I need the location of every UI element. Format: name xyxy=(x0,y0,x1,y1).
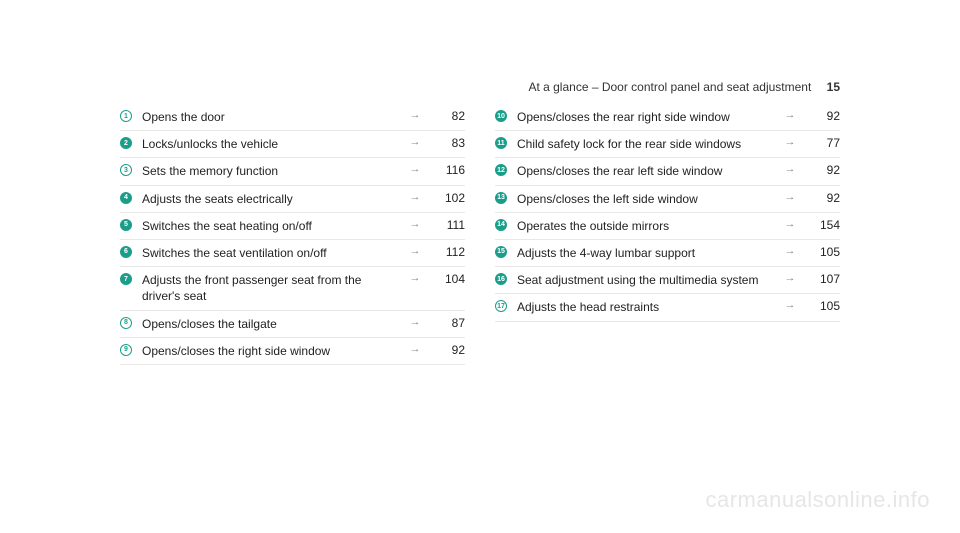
table-row: 12 Opens/closes the rear left side window… xyxy=(495,158,840,185)
item-description: Adjusts the head restraints xyxy=(517,299,780,315)
page-reference: 82 xyxy=(425,109,465,123)
arrow-icon: → xyxy=(405,218,425,230)
item-description: Opens/closes the right side window xyxy=(142,343,405,359)
item-description: Sets the memory function xyxy=(142,163,405,179)
arrow-icon: → xyxy=(405,343,425,355)
page-reference: 92 xyxy=(800,191,840,205)
item-description: Child safety lock for the rear side wind… xyxy=(517,136,780,152)
page-reference: 107 xyxy=(800,272,840,286)
page-reference: 104 xyxy=(425,272,465,286)
number-badge: 11 xyxy=(495,137,507,149)
page-header: At a glance – Door control panel and sea… xyxy=(528,80,840,94)
arrow-icon: → xyxy=(780,109,800,121)
table-row: 14 Operates the outside mirrors→154 xyxy=(495,213,840,240)
number-badge: 12 xyxy=(495,164,507,176)
item-description: Opens/closes the rear right side window xyxy=(517,109,780,125)
item-description: Opens/closes the rear left side window xyxy=(517,163,780,179)
item-description: Opens the door xyxy=(142,109,405,125)
number-badge: 14 xyxy=(495,219,507,231)
item-description: Locks/unlocks the vehicle xyxy=(142,136,405,152)
arrow-icon: → xyxy=(780,136,800,148)
arrow-icon: → xyxy=(405,109,425,121)
arrow-icon: → xyxy=(780,191,800,203)
table-row: 2 Locks/unlocks the vehicle→83 xyxy=(120,131,465,158)
number-badge: 8 xyxy=(120,317,132,329)
arrow-icon: → xyxy=(780,299,800,311)
item-description: Switches the seat heating on/off xyxy=(142,218,405,234)
table-row: 13 Opens/closes the left side window→92 xyxy=(495,186,840,213)
item-description: Opens/closes the left side window xyxy=(517,191,780,207)
arrow-icon: → xyxy=(405,272,425,284)
table-row: 10 Opens/closes the rear right side windo… xyxy=(495,104,840,131)
table-row: 17 Adjusts the head restraints→105 xyxy=(495,294,840,321)
page-reference: 92 xyxy=(425,343,465,357)
item-description: Opens/closes the tailgate xyxy=(142,316,405,332)
page-reference: 102 xyxy=(425,191,465,205)
table-row: 16 Seat adjustment using the multimedia s… xyxy=(495,267,840,294)
item-description: Adjusts the front passenger seat from th… xyxy=(142,272,405,304)
number-badge: 1 xyxy=(120,110,132,122)
number-badge: 9 xyxy=(120,344,132,356)
page-reference: 77 xyxy=(800,136,840,150)
left-column: 1Opens the door→822Locks/unlocks the veh… xyxy=(120,104,465,365)
number-badge: 16 xyxy=(495,273,507,285)
arrow-icon: → xyxy=(780,163,800,175)
arrow-icon: → xyxy=(780,218,800,230)
item-description: Seat adjustment using the multimedia sys… xyxy=(517,272,780,288)
right-column: 10 Opens/closes the rear right side windo… xyxy=(495,104,840,365)
header-title: At a glance – Door control panel and sea… xyxy=(528,80,811,94)
page-reference: 92 xyxy=(800,109,840,123)
header-page-number: 15 xyxy=(827,80,840,94)
table-row: 3 Sets the memory function→116 xyxy=(120,158,465,185)
arrow-icon: → xyxy=(405,245,425,257)
page-reference: 105 xyxy=(800,245,840,259)
table-row: 7 Adjusts the front passenger seat from t… xyxy=(120,267,465,310)
page-reference: 111 xyxy=(425,218,465,232)
number-badge: 15 xyxy=(495,246,507,258)
arrow-icon: → xyxy=(405,163,425,175)
table-row: 1 Opens the door→82 xyxy=(120,104,465,131)
table-row: 11 Child safety lock for the rear side wi… xyxy=(495,131,840,158)
number-badge: 13 xyxy=(495,192,507,204)
page-reference: 112 xyxy=(425,245,465,259)
number-badge: 3 xyxy=(120,164,132,176)
page-reference: 92 xyxy=(800,163,840,177)
arrow-icon: → xyxy=(780,272,800,284)
table-row: 6 Switches the seat ventilation on/off→11… xyxy=(120,240,465,267)
page-reference: 105 xyxy=(800,299,840,313)
table-row: 4 Adjusts the seats electrically→102 xyxy=(120,186,465,213)
watermark: carmanualsonline.info xyxy=(705,487,930,513)
number-badge: 7 xyxy=(120,273,132,285)
item-description: Adjusts the 4-way lumbar support xyxy=(517,245,780,261)
table-row: 15 Adjusts the 4-way lumbar support→105 xyxy=(495,240,840,267)
arrow-icon: → xyxy=(405,136,425,148)
item-description: Switches the seat ventilation on/off xyxy=(142,245,405,261)
page-reference: 154 xyxy=(800,218,840,232)
number-badge: 4 xyxy=(120,192,132,204)
number-badge: 6 xyxy=(120,246,132,258)
number-badge: 5 xyxy=(120,219,132,231)
table-row: 5 Switches the seat heating on/off→111 xyxy=(120,213,465,240)
number-badge: 10 xyxy=(495,110,507,122)
arrow-icon: → xyxy=(405,316,425,328)
item-description: Operates the outside mirrors xyxy=(517,218,780,234)
content-columns: 1Opens the door→822Locks/unlocks the veh… xyxy=(120,104,840,365)
number-badge: 2 xyxy=(120,137,132,149)
arrow-icon: → xyxy=(780,245,800,257)
page-reference: 83 xyxy=(425,136,465,150)
table-row: 9 Opens/closes the right side window→92 xyxy=(120,338,465,365)
table-row: 8 Opens/closes the tailgate→87 xyxy=(120,311,465,338)
arrow-icon: → xyxy=(405,191,425,203)
page-reference: 116 xyxy=(425,163,465,177)
number-badge: 17 xyxy=(495,300,507,312)
page-reference: 87 xyxy=(425,316,465,330)
item-description: Adjusts the seats electrically xyxy=(142,191,405,207)
